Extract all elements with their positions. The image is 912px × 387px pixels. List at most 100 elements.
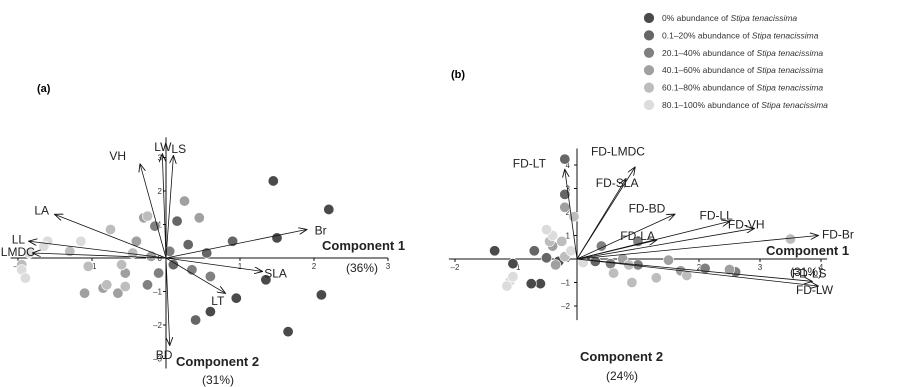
y-axis-percent: (24%) <box>606 369 638 383</box>
y-tick-label: 3 <box>566 185 571 194</box>
data-point <box>556 235 568 247</box>
data-point <box>550 259 562 271</box>
loading-vector <box>165 257 262 271</box>
legend-marker <box>643 47 655 59</box>
data-point <box>565 245 577 257</box>
vector-label: FD-LMDC <box>591 144 645 158</box>
y-tick-label: –1 <box>561 279 570 288</box>
legend-label: 60.1–80% abundance of Stipa tenacissima <box>662 83 823 93</box>
loading-vector <box>29 241 167 259</box>
loading-vector <box>576 236 818 260</box>
data-point <box>650 272 662 284</box>
data-point <box>626 276 638 288</box>
x-tick-label: 4 <box>819 263 824 272</box>
data-point <box>662 254 674 266</box>
legend-label-prefix: 40.1–60% abundance of <box>662 65 757 75</box>
y-axis-title: Component 2 <box>580 349 663 364</box>
vector-label: FD-LL <box>700 208 734 222</box>
legend-item: 40.1–60% abundance of Stipa tenacissima <box>643 64 823 76</box>
vector-label: FD-LT <box>513 157 547 171</box>
data-point <box>271 232 283 244</box>
data-point <box>119 280 131 292</box>
legend-label-prefix: 20.1–40% abundance of <box>662 48 757 58</box>
data-point <box>540 224 552 236</box>
vector-label: LT <box>211 294 225 308</box>
data-point <box>79 287 91 299</box>
data-point <box>142 279 154 291</box>
data-point <box>112 287 124 299</box>
vector-label: FD-Br <box>822 228 854 242</box>
legend-item: 0% abundance of Stipa tenacissima <box>643 12 798 24</box>
data-point <box>501 280 513 292</box>
data-point <box>186 264 198 276</box>
data-point <box>559 153 571 165</box>
x-tick-label: 1 <box>238 262 243 271</box>
data-point <box>230 292 242 304</box>
vector-label: Br <box>315 224 327 238</box>
vector-label: LS <box>171 142 186 156</box>
legend-label-prefix: 60.1–80% abundance of <box>662 83 757 93</box>
y-tick-label: 4 <box>566 161 571 170</box>
x-tick-label: 2 <box>697 263 702 272</box>
vector-label: LL <box>12 232 26 246</box>
data-point <box>559 188 571 200</box>
y-tick-label: 3 <box>158 154 163 163</box>
x-tick-label: 3 <box>758 263 763 272</box>
data-point <box>605 258 617 270</box>
legend-label-species: Stipa tenacissima <box>752 30 819 40</box>
y-axis-percent: (31%) <box>202 373 234 387</box>
data-point <box>315 289 327 301</box>
y-tick-label: –1 <box>153 288 162 297</box>
legend-label: 40.1–60% abundance of Stipa tenacissima <box>662 65 823 75</box>
legend-label-species: Stipa tenacissima <box>761 100 828 110</box>
legend-label-species: Stipa tenacissima <box>757 65 824 75</box>
data-point <box>153 267 165 279</box>
data-point <box>699 262 711 274</box>
loading-vector <box>576 258 812 281</box>
data-point <box>105 224 117 236</box>
legend-label-prefix: 0.1–20% abundance of <box>662 30 752 40</box>
loading-vector <box>576 179 626 260</box>
legend-label: 20.1–40% abundance of Stipa tenacissima <box>662 48 823 58</box>
data-point <box>19 272 31 284</box>
loading-vector <box>576 214 675 260</box>
y-tick-label: 1 <box>566 232 571 241</box>
loading-vector <box>162 154 167 259</box>
x-axis-percent: (31%) <box>790 265 822 279</box>
loading-vector <box>576 228 754 260</box>
x-axis-title: Component 1 <box>766 243 849 258</box>
vector-label: FD-LW <box>796 283 834 297</box>
data-point <box>204 306 216 318</box>
legend-label: 0.1–20% abundance of Stipa tenacissima <box>662 30 819 40</box>
legend-item: 0.1–20% abundance of Stipa tenacissima <box>643 29 819 42</box>
data-point <box>167 259 179 271</box>
loading-vector <box>165 257 170 345</box>
data-point <box>142 210 154 222</box>
vector-label: BD <box>156 348 173 362</box>
legend: 0% abundance of Stipa tenacissima 0.1–20%… <box>643 12 828 111</box>
x-axis-title: Component 1 <box>322 238 405 253</box>
loading-vector <box>576 240 656 260</box>
vector-label: LW <box>154 140 172 154</box>
loading-vector <box>33 253 167 259</box>
data-point <box>540 252 552 264</box>
vector-label: FD-VH <box>728 217 765 231</box>
legend-item: 80.1–100% abundance of Stipa tenacissima <box>643 99 828 111</box>
data-point <box>489 245 501 257</box>
legend-marker <box>643 99 655 111</box>
legend-label: 80.1–100% abundance of Stipa tenacissima <box>662 100 828 110</box>
y-tick-label: 2 <box>158 187 163 196</box>
legend-label-species: Stipa tenacissima <box>757 83 824 93</box>
panel-a: –2–1123–3–2–10123VHLWLSLALLLMDCBrSLALTBD… <box>1 83 405 387</box>
legend-marker <box>643 64 655 76</box>
data-point <box>559 201 571 213</box>
data-point <box>179 195 191 207</box>
legend-item: 60.1–80% abundance of Stipa tenacissima <box>643 81 823 94</box>
legend-label-species: Stipa tenacissima <box>731 13 798 23</box>
vector-label: FD-LA <box>620 229 655 243</box>
data-point <box>507 258 519 270</box>
vector-label: LMDC <box>1 245 35 259</box>
data-point <box>525 278 537 290</box>
legend-marker <box>643 29 655 42</box>
data-point <box>82 260 94 272</box>
